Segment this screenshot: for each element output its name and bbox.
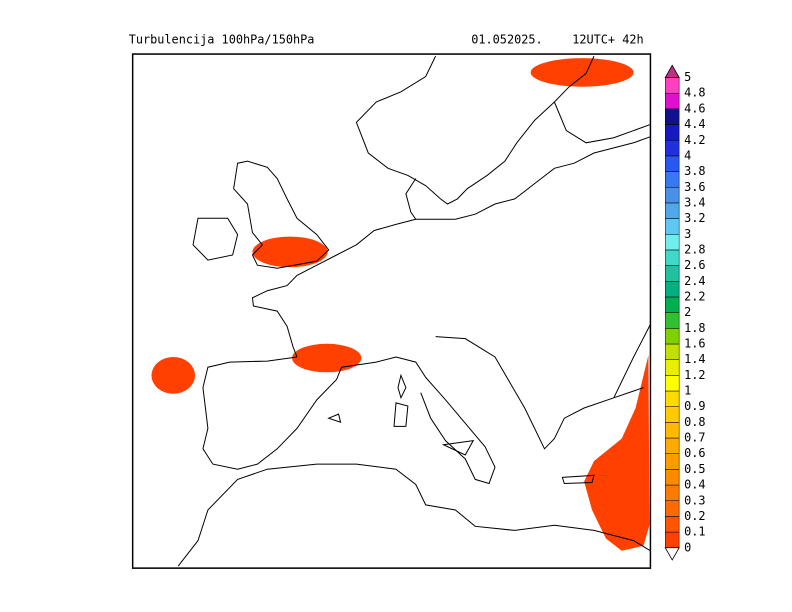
date: 01.052025.	[471, 32, 542, 46]
legend-swatch	[665, 390, 680, 407]
legend-swatch	[665, 359, 680, 376]
legend-label: 3.4	[684, 195, 705, 209]
legend-swatch	[665, 312, 680, 329]
legend-swatch	[665, 171, 680, 188]
legend-label: 0	[684, 540, 691, 554]
legend-label: 3	[684, 227, 691, 241]
coastline	[613, 324, 651, 399]
legend-label: 3.8	[684, 164, 705, 178]
coastline	[405, 178, 456, 220]
legend-label: 2	[684, 305, 691, 319]
legend-label: 0.8	[684, 415, 705, 429]
legend-over	[664, 64, 680, 78]
legend-label: 1.6	[684, 336, 705, 350]
legend-label: 0.7	[684, 430, 705, 444]
legend-label: 0.5	[684, 462, 705, 476]
coastlines	[177, 55, 651, 567]
legend-swatch	[665, 296, 680, 313]
legend-swatch	[665, 155, 680, 172]
turbulence-area	[151, 357, 196, 394]
legend-swatch	[665, 531, 680, 548]
turbulence-area	[530, 58, 634, 87]
legend-label: 0.2	[684, 509, 705, 523]
legend-swatch	[665, 453, 680, 470]
legend-label: 4.6	[684, 101, 705, 115]
map-frame	[131, 53, 652, 569]
legend-swatch	[665, 124, 680, 141]
coastline	[553, 101, 651, 144]
legend-swatch	[665, 469, 680, 486]
legend-swatch	[665, 375, 680, 392]
legend-label: 3.6	[684, 180, 705, 194]
legend-label: 2.8	[684, 242, 705, 256]
legend-swatch	[665, 484, 680, 501]
legend-swatch	[665, 108, 680, 125]
coastline	[355, 55, 595, 205]
legend-swatch	[665, 92, 680, 110]
legend-swatch	[665, 265, 680, 282]
island	[327, 413, 595, 485]
legend-swatch	[665, 77, 680, 94]
legend-swatch	[665, 139, 680, 157]
legend-label: 2.6	[684, 258, 705, 272]
legend-swatch	[665, 186, 680, 204]
turbulence-area	[584, 354, 650, 551]
legend-swatch	[665, 202, 680, 219]
legend-label: 1	[684, 383, 691, 397]
legend-label: 0.6	[684, 446, 705, 460]
legend-swatch	[665, 422, 680, 439]
legend-swatch	[665, 328, 680, 345]
legend-swatch	[665, 516, 680, 533]
legend-label: 4	[684, 148, 691, 162]
legend-swatch	[665, 343, 680, 360]
legend-label: 1.4	[684, 352, 705, 366]
coastline	[435, 336, 644, 450]
legend-label: 0.9	[684, 399, 705, 413]
legend-swatch	[665, 249, 680, 266]
coastline	[192, 217, 239, 261]
legend-label: 2.4	[684, 274, 705, 288]
legend-swatch	[665, 406, 680, 423]
coastline	[455, 136, 651, 220]
legend-swatch	[665, 218, 680, 235]
coastline	[251, 218, 416, 358]
legend-label: 0.4	[684, 477, 705, 491]
legend-label: 1.2	[684, 368, 705, 382]
coastline	[177, 463, 651, 567]
legend-swatch	[665, 281, 680, 298]
legend-label: 1.8	[684, 321, 705, 335]
legend-label: 4.4	[684, 117, 705, 131]
legend-label: 2.2	[684, 289, 705, 303]
turbulence-area	[292, 343, 362, 373]
legend-label: 0.1	[684, 524, 705, 538]
coastline	[202, 356, 496, 485]
legend-swatch	[665, 500, 680, 517]
legend-swatch	[665, 437, 680, 454]
turbulence-area	[252, 236, 328, 268]
run: 12UTC+ 42h	[572, 32, 643, 46]
title: Turbulencija 100hPa/150hPa	[129, 32, 315, 46]
legend-label: 4.2	[684, 133, 705, 147]
legend-label: 0.3	[684, 493, 705, 507]
color-legend: 0 0.10.2 0.3 0.40.5 0.6 0.70.8 0.9 11.2 1.4 1.61.…	[664, 64, 706, 561]
legend-label: 3.2	[684, 211, 705, 225]
legend-label: 4.8	[684, 86, 705, 100]
legend-under	[664, 547, 680, 561]
turbulence-areas	[151, 58, 650, 551]
island	[393, 373, 409, 427]
legend-swatch	[665, 234, 680, 251]
legend-label: 5	[684, 70, 691, 84]
coastline	[233, 160, 330, 269]
